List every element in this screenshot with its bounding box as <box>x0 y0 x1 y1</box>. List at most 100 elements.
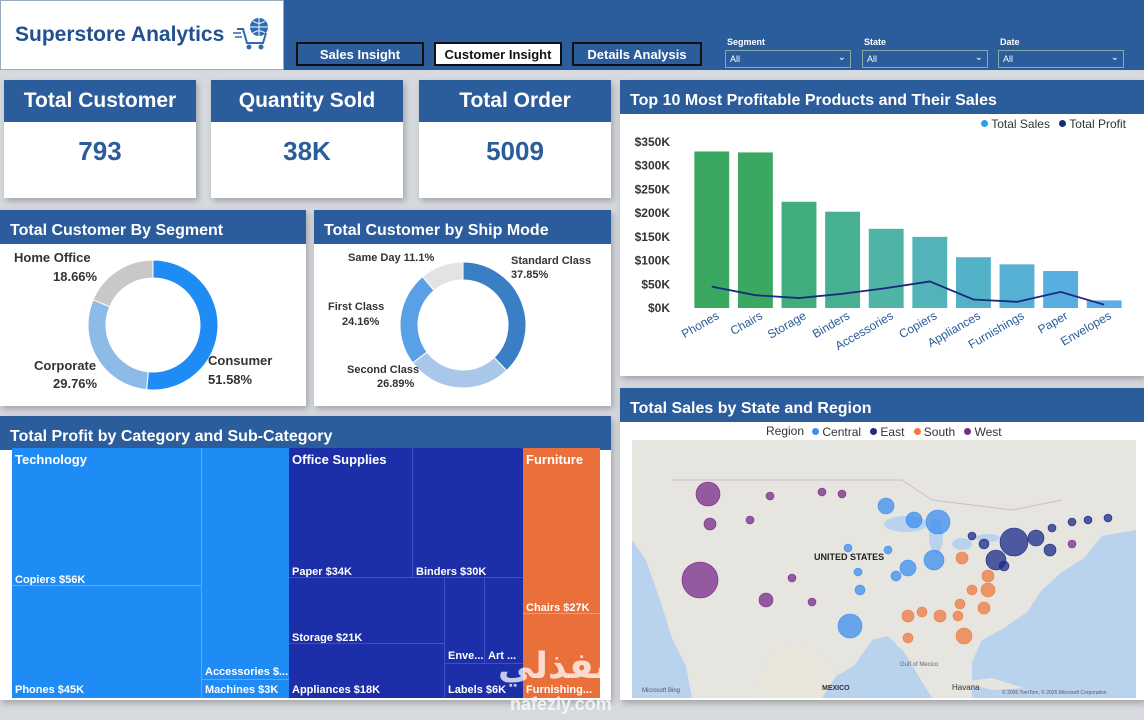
kpi-value: 5009 <box>486 136 544 166</box>
map-bubble-central[interactable] <box>890 570 902 582</box>
segment-label-consumer: Consumer <box>208 353 273 368</box>
kpi-total-order: Total Order 5009 <box>419 80 611 198</box>
treemap-cell-binders[interactable]: Binders $30K <box>413 448 523 578</box>
treemap-cell-furnishings[interactable]: Furnishing... <box>523 614 600 698</box>
segment-slice-consumer[interactable] <box>146 260 218 390</box>
map-bubble-east[interactable] <box>1083 515 1093 525</box>
map-bubble-east[interactable] <box>1103 513 1113 523</box>
map-bubble-west[interactable] <box>765 491 775 501</box>
map-bubble-south[interactable] <box>954 598 966 610</box>
map-bubble-south[interactable] <box>901 609 915 623</box>
legend-east[interactable]: East <box>870 425 904 439</box>
map-bubble-south[interactable] <box>952 610 964 622</box>
map-bubble-west[interactable] <box>681 561 719 599</box>
map-bubble-central[interactable] <box>853 567 863 577</box>
treemap-cell-storage[interactable]: Storage $21K <box>289 578 445 644</box>
map-bubble-central[interactable] <box>854 584 866 596</box>
map-bubble-west[interactable] <box>695 481 721 507</box>
legend-total-profit[interactable]: Total Profit <box>1059 117 1126 131</box>
map-bubble-central[interactable] <box>843 543 853 553</box>
map-bubble-east[interactable] <box>998 560 1010 572</box>
shipmode-donut-chart[interactable] <box>400 262 526 388</box>
map-bubble-central[interactable] <box>899 559 917 577</box>
map-bubble-central[interactable] <box>883 545 893 555</box>
shipmode-label-first: First Class <box>328 301 385 313</box>
treemap-cell-copiers[interactable]: Technology Copiers $56K <box>12 448 202 586</box>
legend-dot <box>1059 120 1067 127</box>
map-bubble-east[interactable] <box>978 538 990 550</box>
nav-sales-insight[interactable]: Sales Insight <box>296 42 424 66</box>
map-havana-label: Havana <box>952 683 980 692</box>
date-filter-label: Date <box>1000 37 1020 47</box>
segment-filter[interactable]: All ⌄ <box>725 50 851 68</box>
map-bubble-east[interactable] <box>1027 529 1045 547</box>
map-bubble-south[interactable] <box>955 551 969 565</box>
state-filter[interactable]: All ⌄ <box>862 50 988 68</box>
map-bubble-west[interactable] <box>745 515 755 525</box>
map-bubble-south[interactable] <box>977 601 991 615</box>
segment-slice-home-office[interactable] <box>92 260 154 308</box>
nav-details-analysis[interactable]: Details Analysis <box>572 42 702 66</box>
bar-copiers[interactable] <box>912 236 948 308</box>
bar-paper[interactable] <box>1043 271 1079 308</box>
legend-west[interactable]: West <box>964 425 1002 439</box>
legend-south[interactable]: South <box>913 425 955 439</box>
legend-central[interactable]: Central <box>812 425 861 439</box>
map-bubble-west[interactable] <box>703 517 717 531</box>
treemap-label: Labels $6K <box>448 684 507 696</box>
map-bubble-south[interactable] <box>955 627 973 645</box>
map-bubble-west[interactable] <box>1067 539 1077 549</box>
watermark-latin: nafezly.com <box>510 694 612 714</box>
map-bubble-west[interactable] <box>817 487 827 497</box>
map-bubble-south[interactable] <box>966 584 978 596</box>
map-bubble-south[interactable] <box>902 632 914 644</box>
nav-customer-insight[interactable]: Customer Insight <box>434 42 562 66</box>
treemap-cell-labels[interactable]: Labels $6K <box>445 664 523 698</box>
map-bubble-west[interactable] <box>807 597 817 607</box>
map-bubble-south[interactable] <box>916 606 928 618</box>
map-bubble-central[interactable] <box>837 613 863 639</box>
segment-pct-corporate: 29.76% <box>53 376 98 391</box>
treemap-cell-paper[interactable]: Office Supplies Paper $34K <box>289 448 413 578</box>
treemap-cell-machines[interactable]: Machines $3K <box>202 680 289 698</box>
treemap-label: Machines $3K <box>205 684 279 696</box>
bar-chairs[interactable] <box>737 152 773 308</box>
map-bubble-west[interactable] <box>758 592 774 608</box>
shipmode-slice-first-class[interactable] <box>400 276 435 364</box>
treemap-cell-chairs[interactable]: Furniture Chairs $27K <box>523 448 600 614</box>
treemap-cell-accessories[interactable]: Accessories $... <box>202 448 289 680</box>
legend-text: Total Sales <box>991 116 1050 131</box>
legend-total-sales[interactable]: Total Sales <box>981 117 1050 131</box>
map-bubble-central[interactable] <box>905 511 923 529</box>
profit-line[interactable] <box>711 280 1105 306</box>
map-bubble-central[interactable] <box>877 497 895 515</box>
treemap-cell-envelopes[interactable]: Enve... <box>445 578 485 664</box>
map-bubble-central[interactable] <box>923 549 945 571</box>
map-bubble-south[interactable] <box>933 609 947 623</box>
map-bubble-east[interactable] <box>1043 543 1057 557</box>
bar-phones[interactable] <box>694 151 730 308</box>
shipmode-slice-second-class[interactable] <box>411 351 508 388</box>
treemap-cell-phones[interactable]: Phones $45K <box>12 586 202 698</box>
treemap-cell-art[interactable]: Art ... <box>485 578 523 664</box>
map-bubble-east[interactable] <box>999 527 1029 557</box>
shipmode-pct-standard: 37.85% <box>511 269 549 281</box>
segment-donut-chart[interactable] <box>88 260 218 390</box>
map-bubble-east[interactable] <box>1067 517 1077 527</box>
bar-storage[interactable] <box>781 201 817 308</box>
map-bubble-west[interactable] <box>787 573 797 583</box>
legend-text: East <box>880 424 905 439</box>
date-filter[interactable]: All ⌄ <box>998 50 1124 68</box>
bar-accessories[interactable] <box>868 228 904 308</box>
map-bubble-south[interactable] <box>980 582 996 598</box>
map-bubble-south[interactable] <box>981 569 995 583</box>
treemap-cell-appliances[interactable]: Appliances $18K <box>289 644 445 698</box>
kpi-label: Total Customer <box>4 80 196 122</box>
app-title-box: Superstore Analytics <box>0 0 284 70</box>
map-bubble-central[interactable] <box>925 509 951 535</box>
map-bubble-west[interactable] <box>837 489 847 499</box>
map-bubble-east[interactable] <box>1047 523 1057 533</box>
map-bubble-east[interactable] <box>967 531 977 541</box>
us-sales-map[interactable]: UNITED STATES MEXICO Havana Gulf of Mexi… <box>632 440 1136 698</box>
shipmode-slice-same-day[interactable] <box>421 262 464 292</box>
